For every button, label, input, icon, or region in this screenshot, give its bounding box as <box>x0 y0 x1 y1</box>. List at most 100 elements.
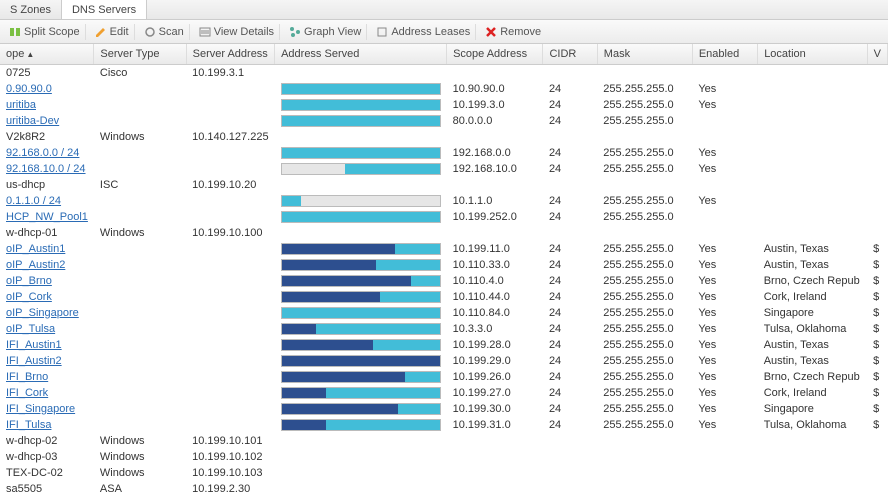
table-row[interactable]: IFI_Austin210.199.29.024255.255.255.0Yes… <box>0 353 888 369</box>
table-row[interactable]: uritiba10.199.3.024255.255.255.0Yes <box>0 97 888 113</box>
table-row[interactable]: oIP_Brno10.110.4.024255.255.255.0YesBrno… <box>0 273 888 289</box>
table-row[interactable]: IFI_Cork10.199.27.024255.255.255.0YesCor… <box>0 385 888 401</box>
tab-zones[interactable]: S Zones <box>0 0 62 19</box>
bar-segment <box>282 420 326 430</box>
usage-bar <box>281 115 441 127</box>
usage-bar <box>281 99 441 111</box>
table-row[interactable]: 0.1.1.0 / 2410.1.1.024255.255.255.0Yes <box>0 193 888 209</box>
split-scope-button[interactable]: Split Scope <box>4 24 86 40</box>
table-row[interactable]: oIP_Austin210.110.33.024255.255.255.0Yes… <box>0 257 888 273</box>
scope-link[interactable]: oIP_Cork <box>6 291 52 303</box>
cell-type: Windows <box>94 449 186 465</box>
cell-location <box>758 145 867 161</box>
scope-link[interactable]: IFI_Brno <box>6 371 48 383</box>
cell-type <box>94 97 186 113</box>
scope-link[interactable]: IFI_Tulsa <box>6 419 51 431</box>
table-row[interactable]: us-dhcpISC10.199.10.20 <box>0 177 888 193</box>
col-enabled[interactable]: Enabled <box>692 44 757 64</box>
col-v[interactable]: V <box>867 44 887 64</box>
cell-enabled: Yes <box>692 193 757 209</box>
col-served[interactable]: Address Served <box>275 44 447 64</box>
table-row[interactable]: HCP_NW_Pool110.199.252.024255.255.255.0 <box>0 209 888 225</box>
bar-segment <box>345 164 440 174</box>
cell-ope: oIP_Austin2 <box>0 257 94 273</box>
cell-cidr: 24 <box>543 337 597 353</box>
table-row[interactable]: IFI_Tulsa10.199.31.024255.255.255.0YesTu… <box>0 417 888 433</box>
scope-link[interactable]: uritiba <box>6 99 36 111</box>
cell-enabled: Yes <box>692 257 757 273</box>
cell-enabled <box>692 113 757 129</box>
cell-type <box>94 81 186 97</box>
cell-ope: HCP_NW_Pool1 <box>0 209 94 225</box>
bar-segment <box>282 404 399 414</box>
cell-mask <box>597 64 692 81</box>
scope-link[interactable]: IFI_Singapore <box>6 403 75 415</box>
col-loc[interactable]: Location <box>758 44 867 64</box>
scope-link[interactable]: IFI_Austin1 <box>6 339 62 351</box>
scope-link[interactable]: 92.168.0.0 / 24 <box>6 147 79 159</box>
table-row[interactable]: oIP_Tulsa10.3.3.024255.255.255.0YesTulsa… <box>0 321 888 337</box>
table-row[interactable]: IFI_Singapore10.199.30.024255.255.255.0Y… <box>0 401 888 417</box>
scope-link[interactable]: 0.90.90.0 <box>6 83 52 95</box>
scope-link[interactable]: oIP_Austin1 <box>6 243 65 255</box>
table-row[interactable]: IFI_Brno10.199.26.024255.255.255.0YesBrn… <box>0 369 888 385</box>
cell-ope: IFI_Austin1 <box>0 337 94 353</box>
scope-link[interactable]: oIP_Austin2 <box>6 259 65 271</box>
table-row[interactable]: sa5505ASA10.199.2.30 <box>0 481 888 497</box>
table-row[interactable]: oIP_Singapore10.110.84.024255.255.255.0Y… <box>0 305 888 321</box>
table-row[interactable]: oIP_Cork10.110.44.024255.255.255.0YesCor… <box>0 289 888 305</box>
cell-mask: 255.255.255.0 <box>597 353 692 369</box>
scope-link[interactable]: IFI_Cork <box>6 387 48 399</box>
table-row[interactable]: TEX-DC-02Windows10.199.10.103 <box>0 465 888 481</box>
tab-servers[interactable]: DNS Servers <box>62 0 147 19</box>
table-row[interactable]: IFI_Austin110.199.28.024255.255.255.0Yes… <box>0 337 888 353</box>
cell-cidr <box>543 481 597 497</box>
col-ope[interactable]: ope▲ <box>0 44 94 64</box>
table-row[interactable]: w-dhcp-03Windows10.199.10.102 <box>0 449 888 465</box>
cell-enabled: Yes <box>692 273 757 289</box>
table-area: ope▲ Server Type Server Address Address … <box>0 44 888 497</box>
table-row[interactable]: 0725Cisco10.199.3.1 <box>0 64 888 81</box>
table-row[interactable]: 92.168.10.0 / 24192.168.10.024255.255.25… <box>0 161 888 177</box>
remove-button[interactable]: Remove <box>480 24 546 40</box>
scan-button[interactable]: Scan <box>139 24 190 40</box>
scope-link[interactable]: 92.168.10.0 / 24 <box>6 163 86 175</box>
table-row[interactable]: oIP_Austin110.199.11.024255.255.255.0Yes… <box>0 241 888 257</box>
cell-address-served <box>275 433 447 449</box>
cell-ope: sa5505 <box>0 481 94 497</box>
table-row[interactable]: w-dhcp-01Windows10.199.10.100 <box>0 225 888 241</box>
scope-link[interactable]: IFI_Austin2 <box>6 355 62 367</box>
col-mask[interactable]: Mask <box>597 44 692 64</box>
cell-enabled: Yes <box>692 337 757 353</box>
col-type[interactable]: Server Type <box>94 44 186 64</box>
cell-scope-address: 10.199.11.0 <box>447 241 543 257</box>
cell-scope-address: 10.199.28.0 <box>447 337 543 353</box>
usage-bar <box>281 371 441 383</box>
split-scope-label: Split Scope <box>24 26 80 38</box>
scope-link[interactable]: 0.1.1.0 / 24 <box>6 195 61 207</box>
scope-link[interactable]: oIP_Singapore <box>6 307 79 319</box>
scope-link[interactable]: oIP_Brno <box>6 275 52 287</box>
table-row[interactable]: 0.90.90.010.90.90.024255.255.255.0Yes <box>0 81 888 97</box>
cell-server-address: 10.199.10.20 <box>186 177 274 193</box>
col-cidr[interactable]: CIDR <box>543 44 597 64</box>
scope-link[interactable]: uritiba-Dev <box>6 115 59 127</box>
col-scope[interactable]: Scope Address <box>447 44 543 64</box>
table-row[interactable]: w-dhcp-02Windows10.199.10.101 <box>0 433 888 449</box>
scope-link[interactable]: HCP_NW_Pool1 <box>6 211 88 223</box>
table-row[interactable]: V2k8R2Windows10.140.127.225 <box>0 129 888 145</box>
cell-server-address: 10.199.3.1 <box>186 64 274 81</box>
view-details-button[interactable]: View Details <box>194 24 280 40</box>
table-row[interactable]: uritiba-Dev80.0.0.024255.255.255.0 <box>0 113 888 129</box>
bar-segment <box>282 356 440 366</box>
cell-scope-address: 10.199.29.0 <box>447 353 543 369</box>
cell-mask: 255.255.255.0 <box>597 385 692 401</box>
cell-enabled: Yes <box>692 401 757 417</box>
graph-view-button[interactable]: Graph View <box>284 24 367 40</box>
scope-link[interactable]: oIP_Tulsa <box>6 323 55 335</box>
table-row[interactable]: 92.168.0.0 / 24192.168.0.024255.255.255.… <box>0 145 888 161</box>
address-leases-button[interactable]: Address Leases <box>371 24 476 40</box>
edit-button[interactable]: Edit <box>90 24 135 40</box>
cell-mask: 255.255.255.0 <box>597 145 692 161</box>
col-addr[interactable]: Server Address <box>186 44 274 64</box>
